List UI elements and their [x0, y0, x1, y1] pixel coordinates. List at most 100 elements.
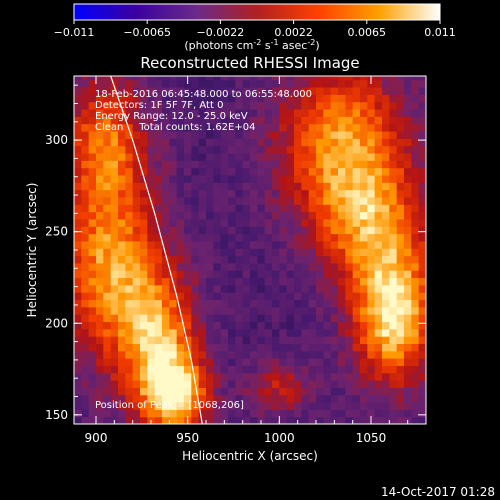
heatmap-cell — [374, 262, 383, 271]
heatmap-cell — [110, 233, 119, 242]
heatmap-cell — [323, 255, 332, 264]
heatmap-cell — [250, 218, 258, 227]
heatmap-cell — [132, 116, 141, 125]
heatmap-cell — [396, 292, 405, 301]
heatmap-cell — [418, 116, 426, 125]
heatmap-cell — [352, 402, 361, 410]
heatmap-cell — [279, 416, 288, 424]
heatmap-cell — [286, 204, 295, 213]
heatmap-cell — [330, 226, 339, 235]
heatmap-cell — [250, 262, 258, 271]
heatmap-cell — [272, 174, 280, 183]
heatmap-cell — [147, 365, 156, 374]
heatmap-cell — [382, 108, 390, 117]
heatmap-cell — [74, 94, 82, 103]
heatmap-cell — [140, 255, 148, 264]
heatmap-cell — [301, 299, 310, 308]
heatmap-cell — [191, 160, 200, 169]
heatmap-cell — [367, 394, 376, 403]
heatmap-cell — [191, 255, 200, 264]
heatmap-cell — [103, 270, 112, 279]
heatmap-cell — [176, 299, 185, 308]
colorbar-tick-label: −0.0022 — [197, 26, 245, 39]
heatmap-cell — [74, 167, 82, 176]
heatmap-cell — [396, 321, 405, 330]
heatmap-cell — [264, 306, 273, 315]
heatmap-cell — [338, 233, 346, 242]
heatmap-cell — [81, 314, 90, 323]
heatmap-cell — [316, 174, 324, 183]
heatmap-cell — [206, 328, 214, 337]
heatmap-cell — [198, 167, 207, 176]
heatmap-cell — [301, 365, 310, 374]
heatmap-cell — [96, 211, 104, 220]
heatmap-cell — [242, 328, 251, 337]
heatmap-cell — [88, 350, 97, 359]
heatmap-cell — [382, 365, 390, 374]
heatmap-cell — [323, 167, 332, 176]
heatmap-cell — [272, 306, 280, 315]
heatmap-cell — [88, 380, 97, 388]
heatmap-cell — [389, 160, 398, 169]
heatmap-cell — [162, 167, 170, 176]
heatmap-cell — [308, 343, 317, 352]
heatmap-cell — [272, 270, 280, 279]
heatmap-cell — [81, 358, 90, 366]
heatmap-cell — [316, 306, 324, 315]
heatmap-cell — [345, 409, 354, 418]
heatmap-cell — [125, 299, 134, 308]
heatmap-cell — [301, 123, 310, 132]
heatmap-cell — [272, 262, 280, 271]
heatmap-cell — [279, 130, 288, 139]
heatmap-cell — [257, 299, 266, 308]
heatmap-cell — [257, 204, 266, 213]
heatmap-cell — [411, 145, 420, 154]
heatmap-cell — [154, 76, 163, 81]
heatmap-cell — [316, 226, 324, 235]
heatmap-cell — [176, 116, 185, 125]
heatmap-cell — [272, 409, 280, 418]
heatmap-cell — [411, 255, 420, 264]
heatmap-cell — [228, 108, 236, 117]
heatmap-cell — [118, 387, 126, 396]
heatmap-cell — [316, 358, 324, 366]
heatmap-cell — [88, 108, 97, 117]
heatmap-cell — [125, 350, 134, 359]
heatmap-cell — [323, 416, 332, 424]
heatmap-cell — [162, 196, 170, 205]
heatmap-cell — [396, 394, 405, 403]
heatmap-cell — [367, 108, 376, 117]
heatmap-cell — [272, 255, 280, 264]
heatmap-cell — [316, 86, 324, 95]
heatmap-cell — [132, 277, 141, 286]
heatmap-cell — [147, 409, 156, 418]
heatmap-cell — [169, 240, 178, 249]
heatmap-cell — [352, 189, 361, 198]
heatmap-cell — [103, 380, 112, 388]
heatmap-cell — [198, 152, 207, 161]
heatmap-cell — [96, 76, 104, 81]
heatmap-cell — [404, 218, 412, 227]
heatmap-cell — [176, 211, 185, 220]
heatmap-cell — [374, 152, 383, 161]
heatmap-cell — [316, 372, 324, 381]
heatmap-cell — [404, 182, 412, 191]
heatmap-cell — [418, 160, 426, 169]
heatmap-cell — [176, 350, 185, 359]
heatmap-cell — [286, 160, 295, 169]
heatmap-cell — [162, 284, 170, 293]
heatmap-cell — [191, 145, 200, 154]
heatmap-cell — [418, 138, 426, 147]
heatmap-cell — [330, 160, 339, 169]
heatmap-cell — [125, 196, 134, 205]
heatmap-cell — [264, 226, 273, 235]
heatmap-cell — [345, 380, 354, 388]
heatmap-cell — [264, 123, 273, 132]
heatmap-cell — [198, 402, 207, 410]
heatmap-cell — [418, 167, 426, 176]
heatmap-cell — [110, 270, 119, 279]
heatmap-cell — [154, 79, 163, 88]
heatmap-cell — [352, 174, 361, 183]
heatmap-cell — [272, 248, 280, 257]
heatmap-cell — [110, 328, 119, 337]
